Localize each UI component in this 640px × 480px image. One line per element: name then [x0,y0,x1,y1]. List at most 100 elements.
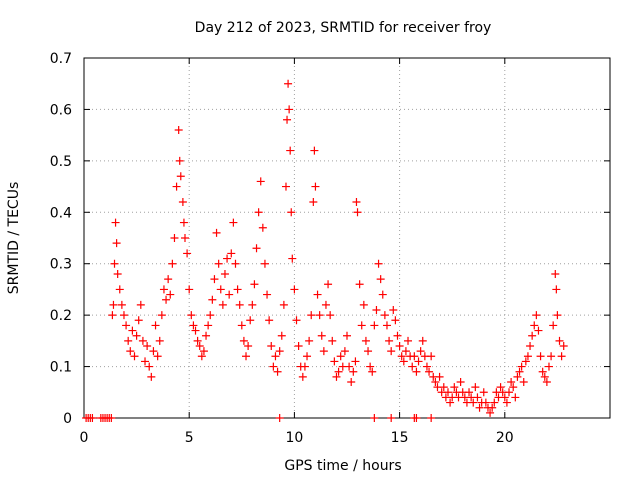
data-point [290,285,299,294]
data-point [465,388,474,397]
data-point [317,331,326,340]
data-point [108,311,117,320]
data-point [288,254,297,263]
data-point [488,403,497,412]
y-tick-label: 0.2 [50,308,72,324]
data-point [153,352,162,361]
data-point [359,300,368,309]
data-point [210,275,219,284]
data-point [311,182,320,191]
data-point [479,388,488,397]
data-point [225,290,234,299]
data-point [283,115,292,124]
data-point [227,249,236,258]
data-point [138,336,147,345]
data-point [191,326,200,335]
data-point [143,342,152,350]
data-point [242,352,251,361]
data-point [286,146,295,155]
data-point [328,336,337,345]
data-point [269,362,278,371]
data-point [149,347,158,356]
data-point [130,352,139,361]
y-tick-label: 0.6 [50,102,72,118]
data-point [88,414,97,422]
data-point [119,311,128,320]
data-point [303,352,312,361]
data-point [439,383,448,392]
data-point [159,285,168,294]
data-point [490,398,499,407]
data-point [366,362,375,371]
data-point [324,280,333,289]
data-point [122,321,131,330]
data-point [443,388,452,397]
x-tick-label: 20 [496,430,514,446]
data-point [334,367,343,376]
axis-ticks: 0 5 10 15 20 0 0.1 0.2 0.3 0.4 0.5 0.6 0.7 [50,51,610,446]
data-point [145,362,154,371]
data-point [507,378,516,386]
data-point [399,357,408,366]
data-point [117,300,126,309]
data-point [542,378,551,386]
data-point [176,172,185,181]
y-tick-label: 0.4 [50,205,72,221]
data-point [155,336,164,345]
data-point [427,414,436,422]
y-tick-label: 0 [63,411,72,427]
data-point [136,300,145,309]
data-point [250,280,259,289]
data-point [528,331,537,340]
data-point [237,321,246,330]
data-point [267,342,276,350]
data-point [469,398,478,407]
data-point [412,414,421,422]
data-point [175,156,184,165]
data-point [471,383,480,392]
plot-frame [83,57,611,419]
data-point [214,259,223,268]
data-point [418,336,427,345]
data-point [235,300,244,309]
data-point [141,357,150,366]
data-point [486,408,495,417]
data-point [353,208,362,217]
data-point [273,367,282,376]
y-tick-label: 0.5 [50,154,72,170]
data-point [298,372,307,381]
data-point [345,362,354,371]
data-point [110,259,119,268]
data-point [233,285,242,294]
data-point [395,342,404,350]
data-point [265,316,274,325]
data-point [370,414,379,422]
data-point [549,321,558,330]
data-point [410,352,419,361]
data-point [450,383,459,392]
data-point [347,378,356,386]
data-point [557,352,566,361]
data-point [378,290,387,299]
x-tick-label: 0 [80,430,89,446]
data-point [351,357,360,366]
data-point [505,388,514,397]
data-point [352,198,361,206]
data-point [189,321,198,330]
data-point [231,259,240,268]
data-point [294,342,303,350]
data-point [263,290,272,299]
data-point [260,259,269,268]
data-point [336,352,345,361]
data-point [481,398,490,407]
data-point [170,234,179,242]
data-point [109,300,118,309]
x-tick-label: 5 [185,430,194,446]
data-point [364,347,373,356]
y-tick-label: 0.7 [50,51,72,67]
data-point [343,331,351,340]
data-point [244,342,253,350]
data-point [361,336,370,345]
data-point [552,285,561,294]
